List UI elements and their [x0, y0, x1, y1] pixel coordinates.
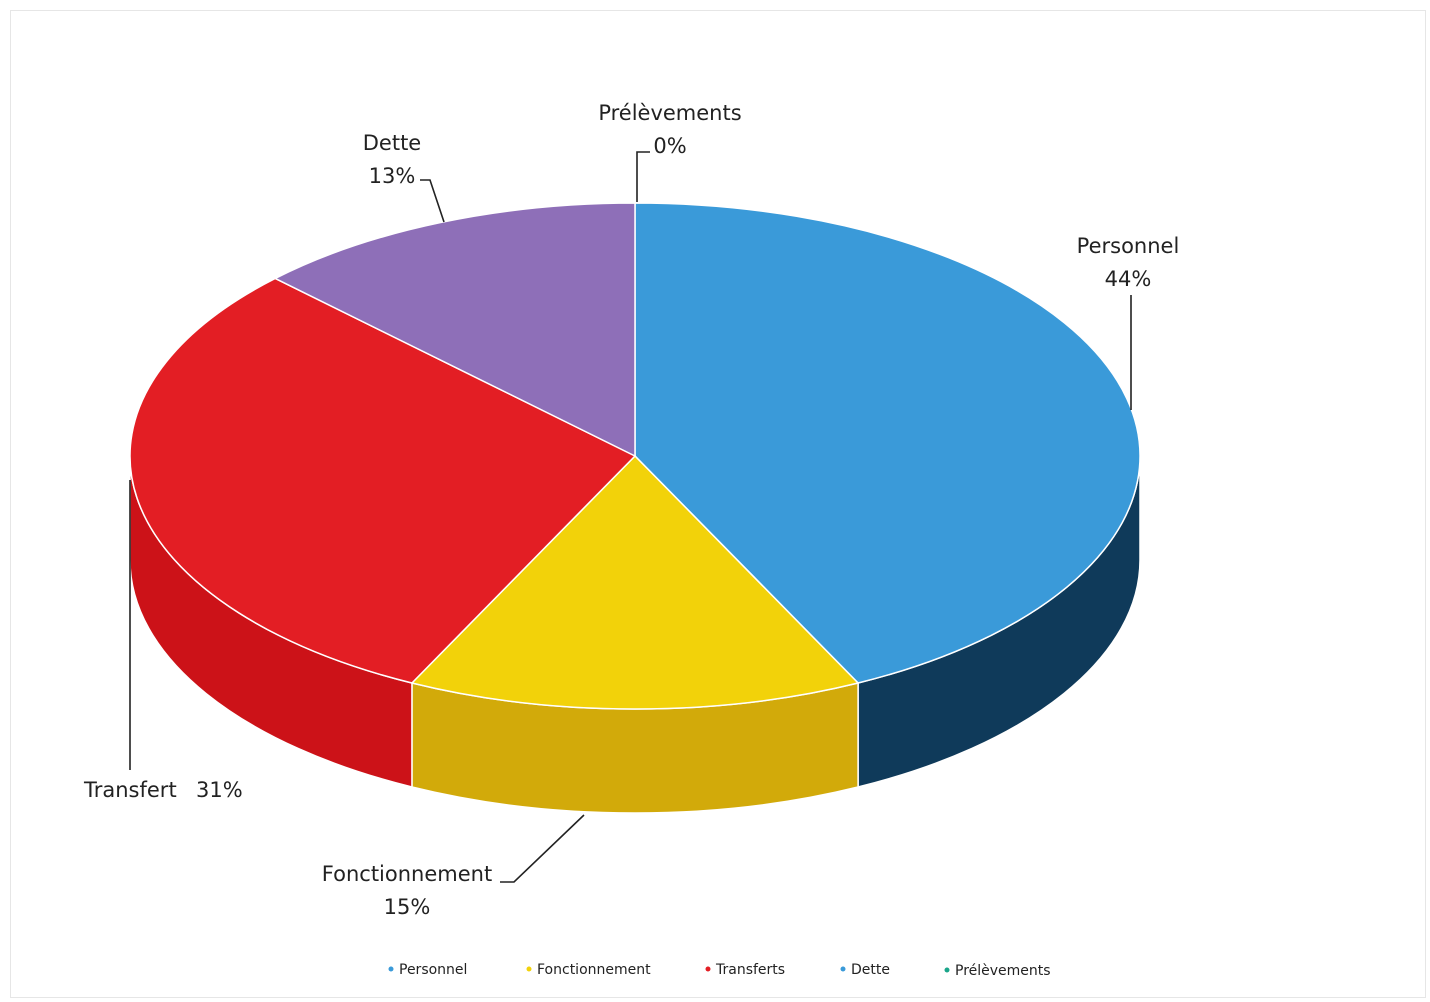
- label-transferts-pct: 31%: [196, 778, 243, 802]
- legend-label-personnel: Personnel: [399, 962, 467, 978]
- label-dette-pct: 13%: [369, 164, 416, 188]
- pie-slice-personnel: [634, 202, 1141, 684]
- legend-swatch-dette: [840, 966, 846, 972]
- legend-label-fonctionnement: Fonctionnement: [537, 962, 651, 978]
- pie-slice-transferts: [129, 277, 636, 684]
- leader-dette: [420, 179, 445, 223]
- leader-prelevements: [636, 151, 650, 202]
- label-personnel-name: Personnel: [1077, 234, 1180, 258]
- label-prelevements-name: Prélèvements: [598, 101, 741, 125]
- label-prelevements-pct: 0%: [653, 134, 686, 158]
- pie-tops: [129, 202, 1141, 710]
- legend-label-dette: Dette: [851, 962, 890, 978]
- legend-swatch-fonctionnement: [526, 966, 532, 972]
- pie-slice-dette: [274, 202, 636, 457]
- legend-swatch-personnel: [388, 966, 394, 972]
- label-fonctionnement-name: Fonctionnement: [322, 862, 492, 886]
- label-personnel-pct: 44%: [1105, 267, 1152, 291]
- legend-swatch-transferts: [705, 966, 711, 972]
- legend-label-transferts: Transferts: [715, 962, 785, 978]
- leader-lines: [129, 151, 1132, 883]
- label-fonctionnement-pct: 15%: [384, 895, 431, 919]
- legend-swatch-prelevements: [944, 967, 950, 973]
- label-dette-name: Dette: [363, 131, 421, 155]
- legend-label-prelevements: Prélèvements: [955, 963, 1051, 979]
- leader-fonctionnement: [500, 814, 585, 883]
- legend: Personnel Fonctionnement Transferts Dett…: [388, 962, 1051, 979]
- chart-frame: [10, 10, 1426, 998]
- label-transferts-name: Transfert: [83, 778, 177, 802]
- pie-slice-fonctionnement: [411, 455, 859, 710]
